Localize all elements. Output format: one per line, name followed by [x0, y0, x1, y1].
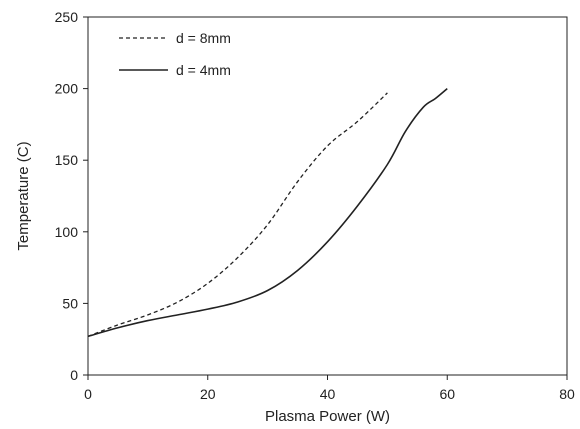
y-tick-label: 50	[62, 295, 78, 311]
x-tick-label: 0	[84, 386, 92, 402]
y-tick-label: 100	[55, 224, 79, 240]
series-layer	[87, 87, 448, 338]
y-axis-ticks: 0 50 100 150 200 250	[55, 9, 88, 383]
series-line-d-8mm	[87, 92, 388, 337]
x-tick-label: 20	[200, 386, 216, 402]
y-axis-label: Temperature (C)	[15, 141, 32, 250]
y-tick-label: 0	[70, 367, 78, 383]
legend-label: d = 8mm	[176, 30, 231, 46]
legend: d = 8mm d = 4mm	[119, 30, 231, 78]
x-tick-label: 80	[559, 386, 575, 402]
x-tick-label: 60	[439, 386, 455, 402]
x-axis-ticks: 0 20 40 60 80	[84, 375, 575, 402]
y-tick-label: 150	[55, 152, 79, 168]
y-tick-label: 250	[55, 9, 79, 25]
x-tick-label: 40	[320, 386, 336, 402]
legend-label: d = 4mm	[176, 62, 231, 78]
y-tick-label: 200	[55, 81, 79, 97]
x-axis-label: Plasma Power (W)	[265, 408, 390, 425]
series-line-d-4mm	[87, 87, 448, 338]
